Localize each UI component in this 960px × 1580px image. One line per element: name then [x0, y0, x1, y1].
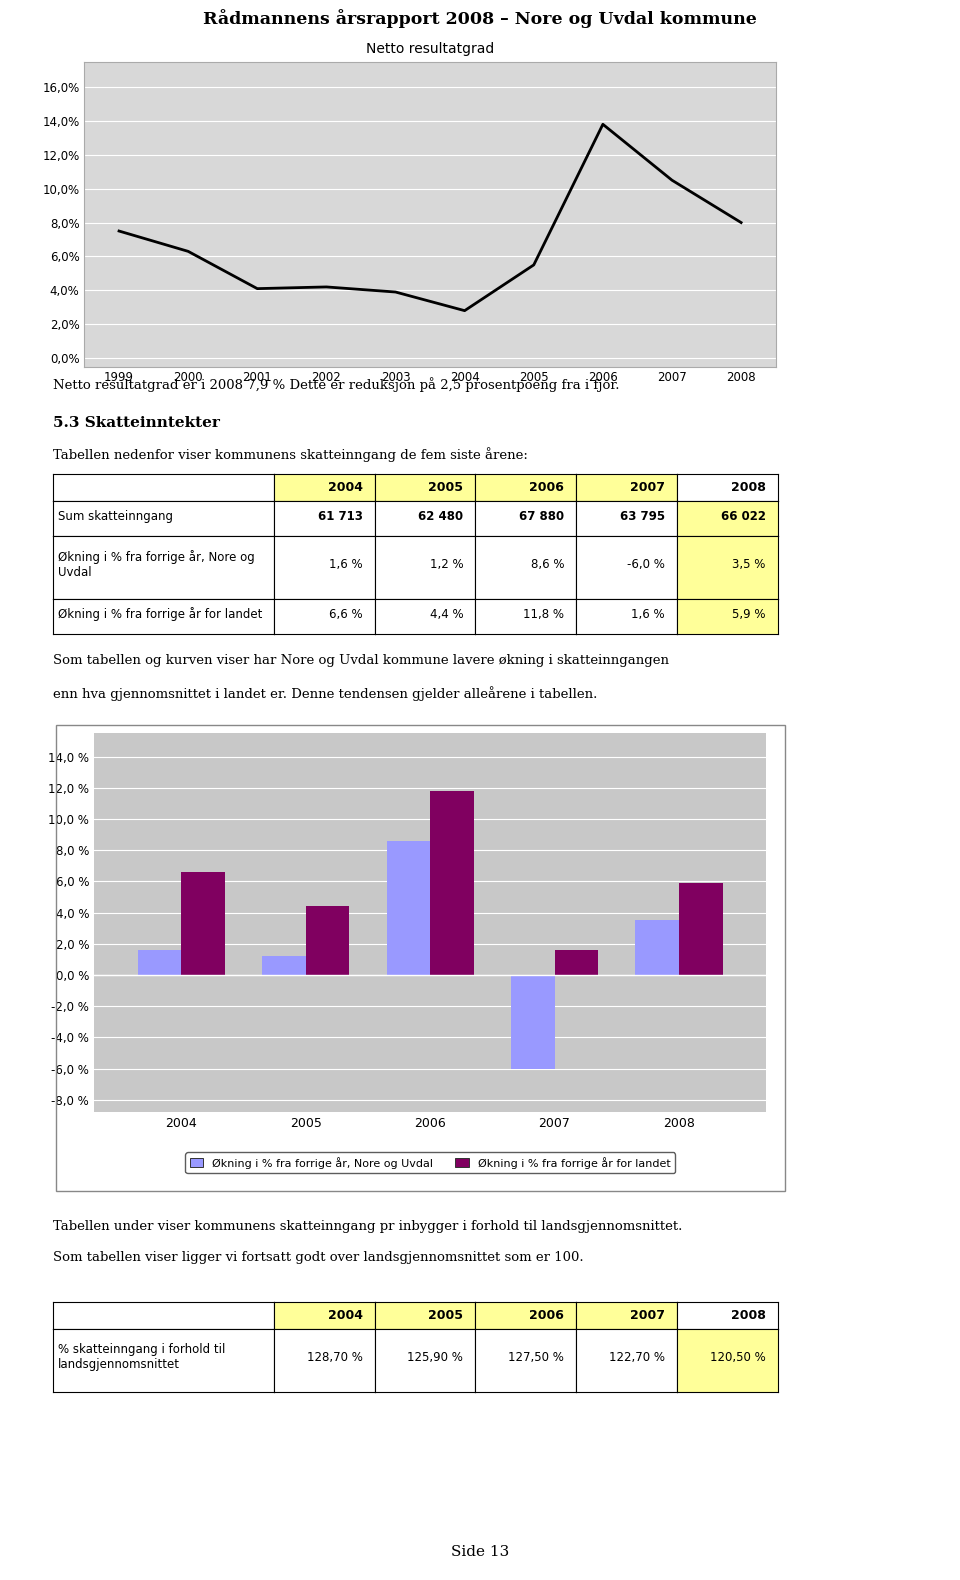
Text: 3,5 %: 3,5 % [732, 558, 765, 570]
Text: 2006: 2006 [529, 1308, 564, 1322]
Text: 11,8 %: 11,8 % [523, 608, 564, 621]
Bar [387, 841, 430, 975]
Bar [511, 975, 555, 1068]
Title: Netto resultatgrad: Netto resultatgrad [366, 43, 494, 57]
Text: Rådmannens årsrapport 2008 – Nore og Uvdal kommune: Rådmannens årsrapport 2008 – Nore og Uvd… [204, 8, 756, 28]
Bar [430, 792, 473, 975]
Text: 6,6 %: 6,6 % [329, 608, 363, 621]
Legend: Økning i % fra forrige år, Nore og Uvdal, Økning i % fra forrige år for landet: Økning i % fra forrige år, Nore og Uvdal… [185, 1152, 675, 1172]
Bar [181, 872, 225, 975]
Text: enn hva gjennomsnittet i landet er. Denne tendensen gjelder alleårene i tabellen: enn hva gjennomsnittet i landet er. Denn… [53, 686, 597, 700]
Bar [305, 907, 349, 975]
Text: 4,4 %: 4,4 % [430, 608, 464, 621]
Text: 127,50 %: 127,50 % [508, 1351, 564, 1364]
Text: 122,70 %: 122,70 % [609, 1351, 664, 1364]
Text: Side 13: Side 13 [451, 1545, 509, 1559]
Text: 62 480: 62 480 [419, 510, 464, 523]
Text: Som tabellen og kurven viser har Nore og Uvdal kommune lavere økning i skatteinn: Som tabellen og kurven viser har Nore og… [53, 654, 669, 667]
Text: 120,50 %: 120,50 % [709, 1351, 765, 1364]
Text: Sum skatteinngang: Sum skatteinngang [59, 510, 174, 523]
Text: 5.3 Skatteinntekter: 5.3 Skatteinntekter [53, 416, 220, 430]
Text: 8,6 %: 8,6 % [531, 558, 564, 570]
Text: 128,70 %: 128,70 % [306, 1351, 363, 1364]
Text: 2007: 2007 [630, 1308, 664, 1322]
Text: Økning i % fra forrige år for landet: Økning i % fra forrige år for landet [59, 607, 263, 621]
Text: 5,9 %: 5,9 % [732, 608, 765, 621]
Text: Tabellen nedenfor viser kommunens skatteinngang de fem siste årene:: Tabellen nedenfor viser kommunens skatte… [53, 447, 528, 461]
Text: 2007: 2007 [630, 480, 664, 495]
Text: 1,6 %: 1,6 % [631, 608, 664, 621]
Text: 1,2 %: 1,2 % [430, 558, 464, 570]
Text: Økning i % fra forrige år, Nore og
Uvdal: Økning i % fra forrige år, Nore og Uvdal [59, 550, 255, 578]
Text: 63 795: 63 795 [619, 510, 664, 523]
Text: 2008: 2008 [731, 1308, 765, 1322]
Text: 125,90 %: 125,90 % [407, 1351, 464, 1364]
Text: Som tabellen viser ligger vi fortsatt godt over landsgjennomsnittet som er 100.: Som tabellen viser ligger vi fortsatt go… [53, 1251, 584, 1264]
Bar [262, 956, 305, 975]
Text: -6,0 %: -6,0 % [627, 558, 664, 570]
Text: Tabellen under viser kommunens skatteinngang pr inbygger i forhold til landsgjen: Tabellen under viser kommunens skatteinn… [53, 1220, 683, 1232]
Bar [555, 950, 598, 975]
Bar [679, 883, 723, 975]
Text: 67 880: 67 880 [519, 510, 564, 523]
Text: 2004: 2004 [327, 480, 363, 495]
Text: % skatteinngang i forhold til
landsgjennomsnittet: % skatteinngang i forhold til landsgjenn… [59, 1343, 226, 1371]
Text: 2005: 2005 [428, 1308, 464, 1322]
Text: 2005: 2005 [428, 480, 464, 495]
Text: 66 022: 66 022 [721, 510, 765, 523]
Text: 1,6 %: 1,6 % [329, 558, 363, 570]
Text: 2008: 2008 [731, 480, 765, 495]
Bar [636, 921, 679, 975]
Text: 2004: 2004 [327, 1308, 363, 1322]
Bar [137, 950, 181, 975]
Text: Netto resultatgrad er i 2008 7,9 % Dette er reduksjon på 2,5 prosentpoeng fra i : Netto resultatgrad er i 2008 7,9 % Dette… [53, 378, 619, 392]
Text: 61 713: 61 713 [318, 510, 363, 523]
Text: 2006: 2006 [529, 480, 564, 495]
